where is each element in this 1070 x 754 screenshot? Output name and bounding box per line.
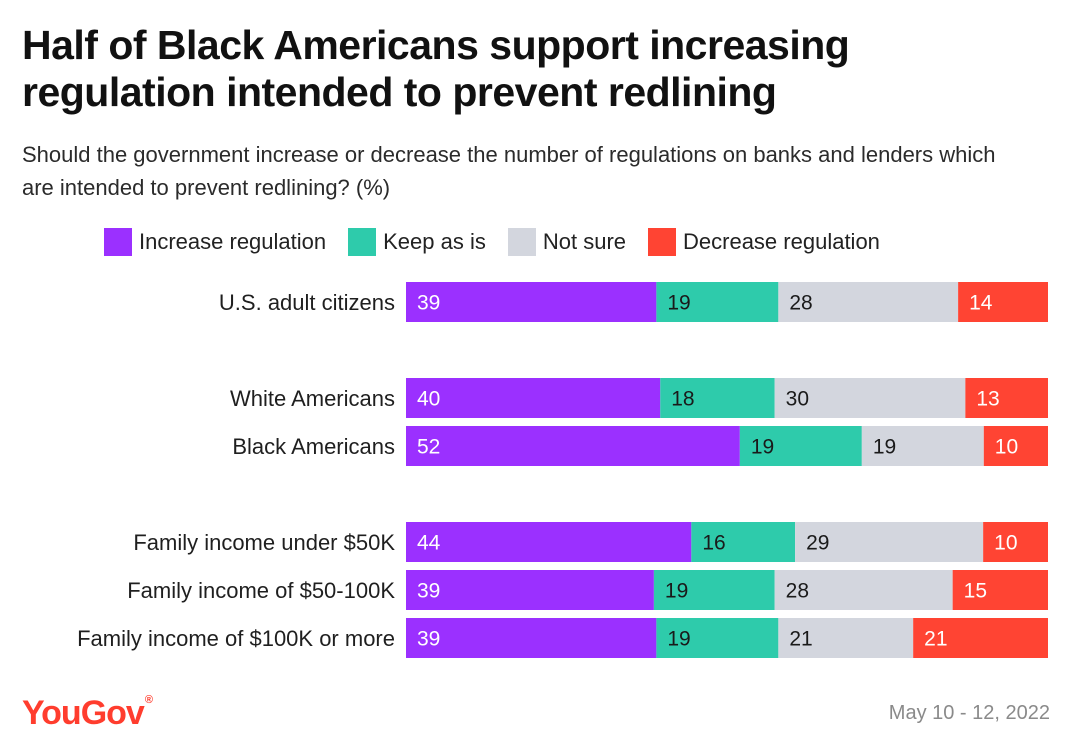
registered-mark: ® — [144, 694, 153, 706]
bar-row-black-americans: Black Americans 52 19 19 10 — [232, 426, 1048, 466]
data-label: 19 — [665, 580, 688, 603]
data-label: 28 — [789, 292, 812, 315]
bar-row-family-income-of-100k-or-more: Family income of $100K or more 39 19 21 21 — [77, 618, 1048, 658]
legend-item-keep: Keep as is — [348, 228, 486, 256]
bar-segment-decrease-regulation — [952, 570, 1048, 610]
data-label: 15 — [964, 580, 987, 603]
bar-segment-keep-as-is — [691, 522, 796, 562]
data-label: 29 — [806, 532, 829, 555]
legend-swatch-not-sure — [507, 228, 536, 256]
bar-segment-increase-regulation — [406, 426, 740, 466]
legend-label-keep: Keep as is — [383, 229, 486, 254]
chart-subtitle: Should the government increase or decrea… — [22, 142, 996, 200]
category-label: Family income of $50-100K — [127, 578, 395, 603]
data-label: 19 — [873, 436, 896, 459]
yougov-logo: YouGov® — [22, 694, 153, 733]
data-label: 19 — [667, 628, 690, 651]
data-label: 40 — [417, 388, 440, 411]
survey-date: May 10 - 12, 2022 — [888, 702, 1050, 724]
bar-segment-decrease-regulation — [983, 426, 1048, 466]
bar-row-u-s-adult-citizens: U.S. adult citizens 39 19 28 14 — [219, 282, 1048, 322]
data-label: 39 — [417, 292, 440, 315]
bar-segment-decrease-regulation — [965, 378, 1048, 418]
chart-legend: Increase regulation Keep as is Not sure … — [104, 226, 902, 258]
logo-text: YouGov — [22, 694, 145, 732]
legend-label-not-sure: Not sure — [542, 229, 627, 254]
data-label: 44 — [417, 532, 441, 555]
data-label: 21 — [789, 628, 812, 651]
legend-item-not-sure: Not sure — [507, 228, 627, 256]
bar-segment-increase-regulation — [406, 570, 654, 610]
bar-segment-increase-regulation — [406, 282, 657, 322]
bar-segment-increase-regulation — [406, 378, 661, 418]
bar-segment-not-sure — [778, 618, 914, 658]
data-label: 28 — [786, 580, 809, 603]
legend-swatch-keep — [348, 228, 377, 256]
data-label: 10 — [994, 532, 1017, 555]
legend-swatch-decrease — [648, 228, 677, 256]
chart-title: Half of Black Americans support increasi… — [22, 22, 850, 115]
bar-segment-not-sure — [774, 378, 966, 418]
category-label: White Americans — [230, 386, 395, 411]
bar-segment-not-sure — [861, 426, 984, 466]
category-label: U.S. adult citizens — [219, 290, 395, 315]
bar-segment-not-sure — [774, 570, 953, 610]
bar-row-family-income-under-50k: Family income under $50K 44 16 29 10 — [133, 522, 1048, 562]
bar-segment-decrease-regulation — [958, 282, 1048, 322]
bar-segment-increase-regulation — [406, 522, 692, 562]
category-label: Family income under $50K — [133, 530, 395, 555]
bar-segment-decrease-regulation — [913, 618, 1048, 658]
category-label: Black Americans — [232, 434, 395, 459]
data-label: 19 — [667, 292, 690, 315]
bar-segment-not-sure — [795, 522, 984, 562]
data-label: 52 — [417, 436, 440, 459]
bar-row-family-income-of-50-100k: Family income of $50-100K 39 19 28 15 — [127, 570, 1048, 610]
bar-segment-increase-regulation — [406, 618, 657, 658]
data-label: 16 — [702, 532, 725, 555]
bar-segment-keep-as-is — [739, 426, 862, 466]
bar-segment-decrease-regulation — [983, 522, 1048, 562]
legend-label-decrease: Decrease regulation — [683, 229, 880, 254]
legend-item-decrease: Decrease regulation — [648, 228, 880, 256]
data-label: 13 — [976, 388, 999, 411]
data-label: 39 — [417, 628, 440, 651]
bar-segment-keep-as-is — [660, 378, 775, 418]
data-label: 21 — [924, 628, 947, 651]
data-label: 18 — [671, 388, 694, 411]
data-label: 10 — [995, 436, 1018, 459]
legend-swatch-increase — [104, 228, 132, 256]
category-label: Family income of $100K or more — [77, 626, 395, 651]
bar-segment-keep-as-is — [656, 618, 779, 658]
bar-segment-keep-as-is — [653, 570, 775, 610]
data-label: 30 — [786, 388, 809, 411]
legend-item-increase: Increase regulation — [104, 228, 326, 256]
bar-segment-not-sure — [778, 282, 959, 322]
data-label: 14 — [969, 292, 993, 315]
bar-row-white-americans: White Americans 40 18 30 13 — [230, 378, 1048, 418]
bar-segment-keep-as-is — [656, 282, 779, 322]
data-label: 39 — [417, 580, 440, 603]
legend-label-increase: Increase regulation — [139, 229, 327, 254]
data-label: 19 — [751, 436, 774, 459]
